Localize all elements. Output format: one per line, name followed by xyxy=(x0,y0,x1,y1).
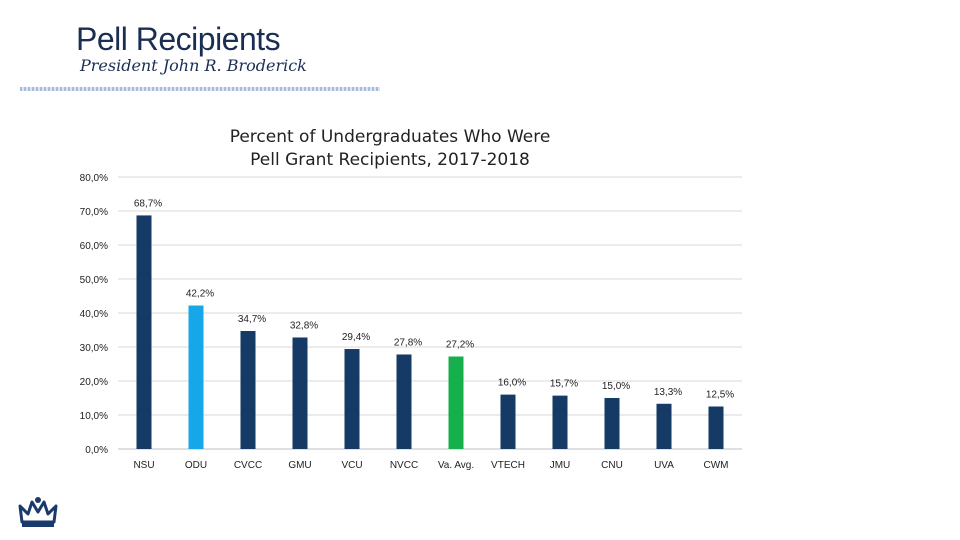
data-label: 32,8% xyxy=(290,320,318,331)
page-subtitle: President John R. Broderick xyxy=(80,56,307,75)
bar xyxy=(656,403,672,449)
x-tick-label: VCU xyxy=(341,460,362,471)
data-label: 16,0% xyxy=(498,378,526,389)
y-tick-label: 50,0% xyxy=(80,275,108,286)
data-label: 27,8% xyxy=(394,337,422,348)
page-title: Pell Recipients xyxy=(76,21,281,57)
bar xyxy=(604,398,620,449)
bar xyxy=(448,356,464,449)
bar xyxy=(396,354,412,449)
data-label: 13,3% xyxy=(654,387,682,398)
x-tick-label: ODU xyxy=(185,460,207,471)
x-tick-label: JMU xyxy=(550,460,571,471)
bar xyxy=(188,305,204,449)
bar xyxy=(552,395,568,449)
data-label: 29,4% xyxy=(342,332,370,343)
crown-icon xyxy=(18,497,58,527)
x-tick-label: VTECH xyxy=(491,460,525,471)
y-tick-label: 10,0% xyxy=(80,411,108,422)
y-tick-label: 70,0% xyxy=(80,207,108,218)
data-label: 34,7% xyxy=(238,314,266,325)
y-tick-label: 40,0% xyxy=(80,309,108,320)
bar xyxy=(708,406,724,449)
data-label: 15,7% xyxy=(550,379,578,390)
x-tick-label: Va. Avg. xyxy=(438,460,474,471)
y-tick-label: 0,0% xyxy=(85,445,108,456)
bar xyxy=(500,394,516,449)
data-label: 27,2% xyxy=(446,340,474,351)
x-tick-label: CVCC xyxy=(234,460,262,471)
bar xyxy=(136,215,152,449)
x-tick-label: UVA xyxy=(654,460,674,471)
x-tick-label: CWM xyxy=(704,460,729,471)
bar xyxy=(240,331,256,449)
data-label: 12,5% xyxy=(706,390,734,401)
y-tick-label: 20,0% xyxy=(80,377,108,388)
chart-title: Percent of Undergraduates Who Were Pell … xyxy=(180,126,600,172)
y-tick-label: 60,0% xyxy=(80,241,108,252)
title-divider xyxy=(20,87,380,91)
x-tick-label: NVCC xyxy=(390,460,418,471)
x-tick-label: NSU xyxy=(133,460,154,471)
data-label: 15,0% xyxy=(602,381,630,392)
data-label: 68,7% xyxy=(134,198,162,209)
chart-title-line-1: Percent of Undergraduates Who Were xyxy=(229,127,551,147)
y-tick-label: 30,0% xyxy=(80,343,108,354)
data-label: 42,2% xyxy=(186,289,214,300)
chart-title-line-2: Pell Grant Recipients, 2017-2018 xyxy=(250,150,530,170)
y-tick-label: 80,0% xyxy=(80,173,108,184)
x-tick-label: CNU xyxy=(601,460,623,471)
x-tick-label: GMU xyxy=(288,460,311,471)
bar xyxy=(292,337,308,449)
bar xyxy=(344,349,360,449)
